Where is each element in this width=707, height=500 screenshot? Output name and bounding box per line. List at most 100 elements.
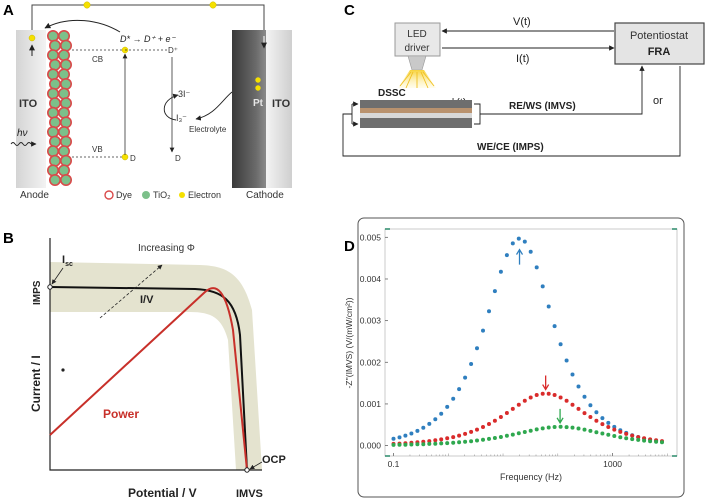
cathode-pt [232, 30, 266, 188]
data-point-series-2 [487, 436, 491, 441]
dye-coated-tio2-particle [48, 154, 61, 167]
data-point-series-0 [594, 410, 599, 415]
anode-ito-label: ITO [19, 98, 38, 110]
y-tick-label: 0.000 [360, 441, 382, 451]
data-point-series-2 [475, 438, 479, 443]
dye-coated-tio2-particle [57, 29, 70, 42]
legend-tio2: TiO₂ [153, 190, 171, 200]
data-point-series-2 [588, 428, 593, 433]
iodide-label: 3I⁻ [178, 89, 191, 99]
data-point-series-2 [391, 442, 396, 447]
data-point-series-1 [546, 391, 551, 396]
data-point-series-2 [624, 436, 629, 441]
data-point-series-0 [492, 289, 497, 294]
increasing-phi-label: Increasing Φ [138, 243, 195, 254]
dssc-label: DSSC [378, 88, 406, 99]
data-point-series-0 [403, 433, 408, 438]
dye-coated-tio2-particle [46, 145, 59, 158]
data-point-series-0 [582, 394, 587, 399]
data-point-series-1 [606, 425, 611, 429]
data-point-series-0 [510, 241, 515, 246]
panel-b-xlabel: Potential / V [128, 486, 197, 500]
data-point-series-2 [642, 438, 647, 443]
triiodide-label: I₃⁻ [176, 113, 187, 123]
data-point-series-1 [576, 406, 581, 411]
data-point-series-2 [636, 437, 641, 442]
data-point-series-0 [451, 396, 456, 401]
panel-c-label: C [344, 2, 355, 19]
legend-electron: Electron [188, 190, 221, 200]
oxidized-dye-d-plus: D⁺ [168, 46, 178, 55]
cathode-ito-label: ITO [272, 98, 291, 110]
data-point-series-1 [427, 439, 432, 444]
data-point-series-2 [594, 430, 599, 435]
data-point-series-1 [552, 393, 557, 397]
dye-coated-tio2-particle [46, 126, 59, 139]
cathode-label: Cathode [246, 190, 284, 201]
data-point-series-1 [510, 406, 515, 411]
data-point-series-2 [504, 433, 509, 438]
legend-tio2-icon [142, 191, 150, 199]
data-point-series-0 [600, 416, 605, 421]
data-point-series-0 [469, 362, 474, 366]
dssc-top-electrode [360, 100, 472, 108]
data-point-series-1 [588, 415, 593, 419]
dye-coated-tio2-particle [48, 135, 61, 148]
x-axis-ticks: 0.1 1000 [388, 453, 668, 469]
dye-coated-tio2-particle [57, 126, 70, 139]
photon-wave [10, 142, 32, 146]
data-point-series-1 [564, 398, 569, 403]
panel-a-label: A [3, 2, 14, 19]
data-point-series-2 [540, 426, 545, 431]
dye-coated-tio2-particle [46, 29, 59, 42]
iv-label: I/V [140, 294, 154, 306]
data-point-series-1 [636, 435, 641, 440]
x-tick-label: 0.1 [388, 459, 400, 469]
data-point-series-1 [475, 427, 479, 432]
data-point-series-2 [564, 425, 569, 430]
y-tick-label: 0.002 [360, 357, 382, 367]
data-point-series-1 [451, 435, 456, 440]
panel-b-label: B [3, 230, 14, 247]
stray-dot [61, 368, 65, 372]
anode-ito-glass [16, 30, 46, 188]
data-point-series-1 [630, 433, 635, 438]
isc-point [47, 284, 53, 290]
data-point-series-0 [528, 249, 533, 254]
data-point-series-2 [558, 424, 563, 429]
panel-b-ylabel: Current / I [29, 355, 43, 412]
y-tick-label: 0.001 [360, 399, 382, 409]
panel-a-legend: Dye TiO₂ Electron [104, 190, 221, 200]
data-point-series-1 [618, 429, 623, 434]
anode-electron [28, 34, 36, 42]
data-point-series-1 [522, 398, 527, 403]
y-tick-label: 0.005 [360, 232, 382, 242]
legend-dye-icon [104, 190, 114, 200]
photon-hv-label: hν [17, 128, 28, 139]
data-point-series-0 [540, 284, 545, 289]
or-label: or [653, 95, 663, 107]
peak-arrow-up [515, 248, 524, 265]
y-tick-label: 0.004 [360, 274, 382, 284]
data-point-series-1 [439, 437, 444, 442]
dye-coated-tio2-particle [48, 97, 61, 110]
data-point-series-1 [433, 438, 438, 443]
rews-label: RE/WS (IMVS) [509, 101, 576, 112]
data-point-series-0 [445, 404, 450, 409]
imvs-label: IMVS [236, 488, 263, 500]
wece-wire [342, 66, 681, 157]
dssc-bottom-electrode [360, 118, 472, 128]
data-point-series-0 [481, 328, 485, 333]
dye-coated-tio2-particle [57, 68, 70, 81]
plot-corner-marks [385, 228, 677, 457]
rews-wire-bottom [474, 114, 481, 125]
data-point-series-2 [528, 428, 533, 433]
vb-label: VB [92, 145, 103, 154]
data-point-series-0 [391, 436, 396, 441]
data-point-series-0 [558, 342, 563, 347]
chart-ylabel: -Z''(IMVS) (V/(mW/cm²)) [344, 297, 354, 388]
data-point-series-1 [624, 431, 629, 436]
data-point-series-0 [576, 384, 581, 389]
cathode-electron [255, 85, 261, 91]
